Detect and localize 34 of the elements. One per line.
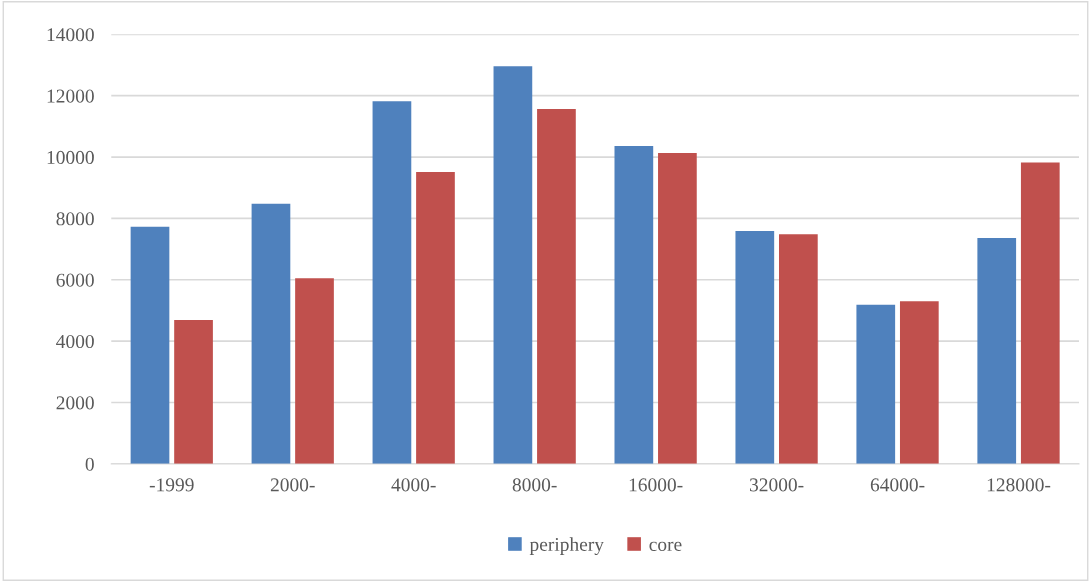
bar bbox=[977, 238, 1017, 464]
bar bbox=[614, 146, 654, 464]
bar bbox=[130, 226, 170, 464]
x-tick-label: 128000- bbox=[987, 478, 1051, 492]
bar bbox=[295, 278, 334, 464]
bar bbox=[856, 304, 896, 464]
bar bbox=[1020, 162, 1060, 464]
y-tick-label: 10000 bbox=[47, 150, 94, 164]
x-tick-label: -1999 bbox=[149, 478, 194, 492]
legend-label: periphery bbox=[529, 537, 604, 555]
y-tick-label: 6000 bbox=[56, 273, 94, 287]
bar bbox=[735, 230, 775, 464]
x-tick-label: 32000- bbox=[749, 478, 804, 492]
y-tick-label: 8000 bbox=[56, 212, 94, 226]
bar bbox=[416, 172, 455, 464]
bar bbox=[372, 101, 412, 464]
y-tick-label: 14000 bbox=[47, 28, 94, 42]
legend-label: core bbox=[649, 541, 682, 551]
y-tick-label: 2000 bbox=[56, 396, 94, 410]
y-tick-label: 4000 bbox=[56, 334, 94, 349]
bar bbox=[779, 234, 818, 464]
x-tick-label: 2000- bbox=[270, 478, 315, 492]
x-tick-label: 64000- bbox=[870, 478, 925, 492]
y-tick-label: 0 bbox=[85, 457, 94, 471]
x-tick-label: 4000- bbox=[391, 478, 436, 492]
bar bbox=[174, 319, 213, 464]
bar bbox=[658, 153, 697, 464]
bar bbox=[899, 301, 939, 464]
x-tick-label: 8000- bbox=[512, 478, 557, 492]
bar bbox=[537, 108, 576, 464]
x-tick-label: 16000- bbox=[629, 478, 683, 492]
bar bbox=[251, 203, 291, 464]
y-tick-label: 12000 bbox=[47, 89, 94, 103]
bar bbox=[493, 66, 533, 464]
